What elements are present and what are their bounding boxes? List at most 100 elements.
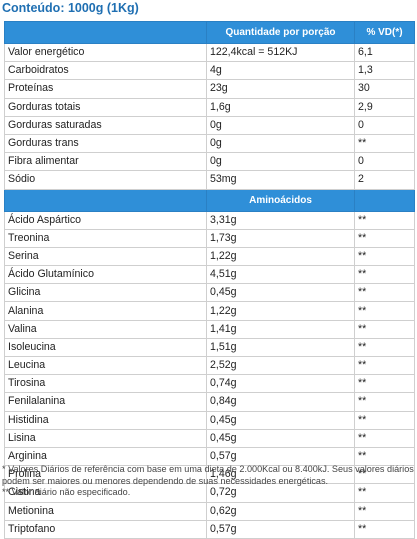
cell-name: Alanina [4,301,207,321]
cell-amount: 0g [206,152,355,172]
cell-amount: 4g [206,61,355,81]
aminoacid-row: Alanina 1,22g ** [4,301,415,321]
aminoacid-row: Fenilalanina 0,84g ** [4,392,415,412]
cell-vd: ** [354,228,415,248]
cell-name: Gorduras totais [4,97,207,117]
cell-amount: 3,31g [206,210,355,230]
cell-vd: ** [354,319,415,339]
cell-name: Valor energético [4,42,207,63]
amino-header-label: Aminoácidos [206,188,355,212]
cell-vd: ** [354,446,415,467]
header-quantity: Quantidade por porção [206,21,355,44]
cell-vd: ** [354,210,415,230]
cell-vd: 30 [354,79,415,99]
nutrient-row: Fibra alimentar 0g 0 [4,152,415,172]
aminoacid-row: Leucina 2,52g ** [4,355,415,376]
cell-vd: 2,9 [354,97,415,117]
aminoacid-row: Prolina 1,46g ** [4,465,415,485]
amino-header-row: Aminoácidos [4,188,415,212]
amino-header-spacer [4,188,207,212]
cell-amount: 1,6g [206,97,355,117]
cell-amount: 1,73g [206,228,355,248]
cell-vd: ** [354,301,415,321]
cell-amount: 4,51g [206,265,355,285]
aminoacid-row: Tirosina 0,74g ** [4,374,415,394]
nutrient-row: Carboidratos 4g 1,3 [4,61,415,81]
aminoacid-row: Glicina 0,45g ** [4,283,415,303]
nutrient-row: Valor energético 122,4kcal = 512KJ 6,1 [4,42,415,63]
cell-vd: ** [354,392,415,412]
cell-name: Ácido Glutamínico [4,265,207,285]
amino-header-empty [354,188,415,212]
aminoacid-row: Valina 1,41g ** [4,319,415,339]
cell-name: Metionina [4,501,207,521]
cell-amount: 0g [206,133,355,154]
aminoacid-row: Triptofano 0,57g ** [4,519,415,539]
cell-vd: ** [354,519,415,539]
cell-vd: ** [354,246,415,267]
aminoacid-row: Ácido Aspártico 3,31g ** [4,210,415,230]
cell-name: Isoleucina [4,337,207,358]
cell-vd: 0 [354,115,415,135]
table-header-row: Quantidade por porção % VD(*) [4,21,415,44]
cell-name: Arginina [4,446,207,467]
cell-amount: 1,41g [206,319,355,339]
footnote-reference: * Valores Diários de referência com base… [2,464,414,486]
cell-name: Glicina [4,283,207,303]
cell-vd: 2 [354,170,415,190]
cell-amount: 1,22g [206,246,355,267]
nutrient-row: Gorduras saturadas 0g 0 [4,115,415,135]
cell-vd: ** [354,355,415,376]
cell-amount: 0,62g [206,501,355,521]
cell-amount: 0,57g [206,519,355,539]
header-nutrient [4,21,207,44]
cell-amount: 0,74g [206,374,355,394]
cell-amount: 1,46g [206,465,355,485]
nutrients-body: Valor energético 122,4kcal = 512KJ 6,1 Carb… [4,42,415,190]
cell-name: Proteínas [4,79,207,99]
cell-name: Treonina [4,228,207,248]
cell-amount: 2,52g [206,355,355,376]
aminoacid-row: Arginina 0,57g ** [4,446,415,467]
cell-name: Fenilalanina [4,392,207,412]
content-title: Conteúdo: 1000g (1Kg) [2,1,139,15]
cell-amount: 0,45g [206,410,355,430]
cell-name: Valina [4,319,207,339]
nutrient-row: Proteínas 23g 30 [4,79,415,99]
aminoacid-row: Ácido Glutamínico 4,51g ** [4,265,415,285]
cell-amount: 1,22g [206,301,355,321]
aminoacid-row: Serina 1,22g ** [4,246,415,267]
cell-vd: ** [354,337,415,358]
cell-amount: 0,57g [206,446,355,467]
nutrition-table: Quantidade por porção % VD(*) Valor ener… [4,21,415,539]
cell-vd: ** [354,133,415,154]
cell-vd: ** [354,374,415,394]
cell-name: Histidina [4,410,207,430]
cell-vd: ** [354,428,415,448]
cell-name: Serina [4,246,207,267]
aminoacid-row: Lisina 0,45g ** [4,428,415,448]
cell-vd: ** [354,283,415,303]
cell-name: Gorduras saturadas [4,115,207,135]
cell-amount: 0,45g [206,428,355,448]
cell-vd: 1,3 [354,61,415,81]
cell-vd: 6,1 [354,42,415,63]
aminoacid-row: Metionina 0,62g ** [4,501,415,521]
cell-name: Lisina [4,428,207,448]
cell-name: Sódio [4,170,207,190]
cell-amount: 0g [206,115,355,135]
cell-vd: ** [354,410,415,430]
cell-name: Ácido Aspártico [4,210,207,230]
nutrient-row: Gorduras totais 1,6g 2,9 [4,97,415,117]
cell-amount: 122,4kcal = 512KJ [206,42,355,63]
cell-vd: ** [354,265,415,285]
cell-amount: 0,45g [206,283,355,303]
footnotes: * Valores Diários de referência com base… [2,464,414,499]
cell-amount: 53mg [206,170,355,190]
amino-section: Aminoácidos [4,188,415,212]
cell-name: Gorduras trans [4,133,207,154]
nutrient-row: Sódio 53mg 2 [4,170,415,190]
cell-name: Carboidratos [4,61,207,81]
cell-amount: 1,51g [206,337,355,358]
header-vd: % VD(*) [354,21,415,44]
